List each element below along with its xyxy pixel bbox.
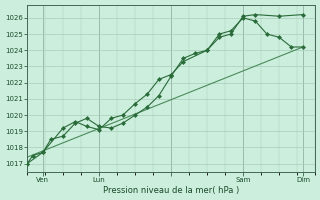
X-axis label: Pression niveau de la mer( hPa ): Pression niveau de la mer( hPa )	[103, 186, 239, 195]
